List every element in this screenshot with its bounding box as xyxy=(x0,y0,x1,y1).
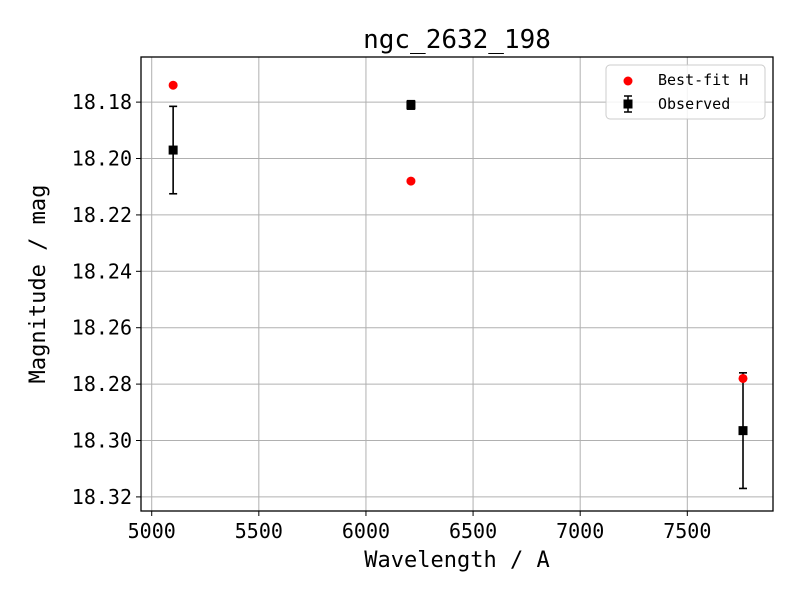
y-tick-label: 18.28 xyxy=(72,372,132,396)
x-tick-label: 6500 xyxy=(449,519,497,543)
y-tick-label: 18.20 xyxy=(72,147,132,171)
x-tick-label: 5500 xyxy=(235,519,283,543)
plot-frame xyxy=(140,56,774,512)
y-tick-label: 18.30 xyxy=(72,429,132,453)
x-tick-label: 6000 xyxy=(342,519,390,543)
best-fit-point xyxy=(168,80,178,90)
y-tick-label: 18.26 xyxy=(72,316,132,340)
x-tick-label: 5000 xyxy=(128,519,176,543)
plot-marks xyxy=(168,80,748,490)
x-tick-label: 7000 xyxy=(556,519,604,543)
observed-point xyxy=(738,426,748,436)
legend-best-fit-label: Best-fit H xyxy=(658,71,748,89)
y-tick-label: 18.22 xyxy=(72,203,132,227)
grid xyxy=(141,57,773,511)
legend-observed-marker xyxy=(623,99,633,109)
x-tick-label: 7500 xyxy=(663,519,711,543)
y-tick-label: 18.18 xyxy=(72,90,132,114)
y-axis-title: Magnitude / mag xyxy=(26,185,51,384)
best-fit-point xyxy=(406,176,416,186)
legend-box xyxy=(605,64,766,120)
observed-point xyxy=(406,100,416,110)
observed-point xyxy=(168,145,178,155)
y-tick-label: 18.32 xyxy=(72,485,132,509)
best-fit-point xyxy=(738,373,748,383)
x-axis-title: Wavelength / A xyxy=(364,548,549,573)
y-tick-label: 18.24 xyxy=(72,259,132,283)
legend: Best-fit H Observed xyxy=(605,64,766,120)
legend-best-fit-marker xyxy=(623,76,633,86)
axis-ticks: 5000 5500 6000 6500 7000 7500 18.18 18.20 18.22 1… xyxy=(72,90,712,543)
legend-observed-label: Observed xyxy=(658,95,730,113)
chart-title: ngc_2632_198 xyxy=(363,25,551,55)
